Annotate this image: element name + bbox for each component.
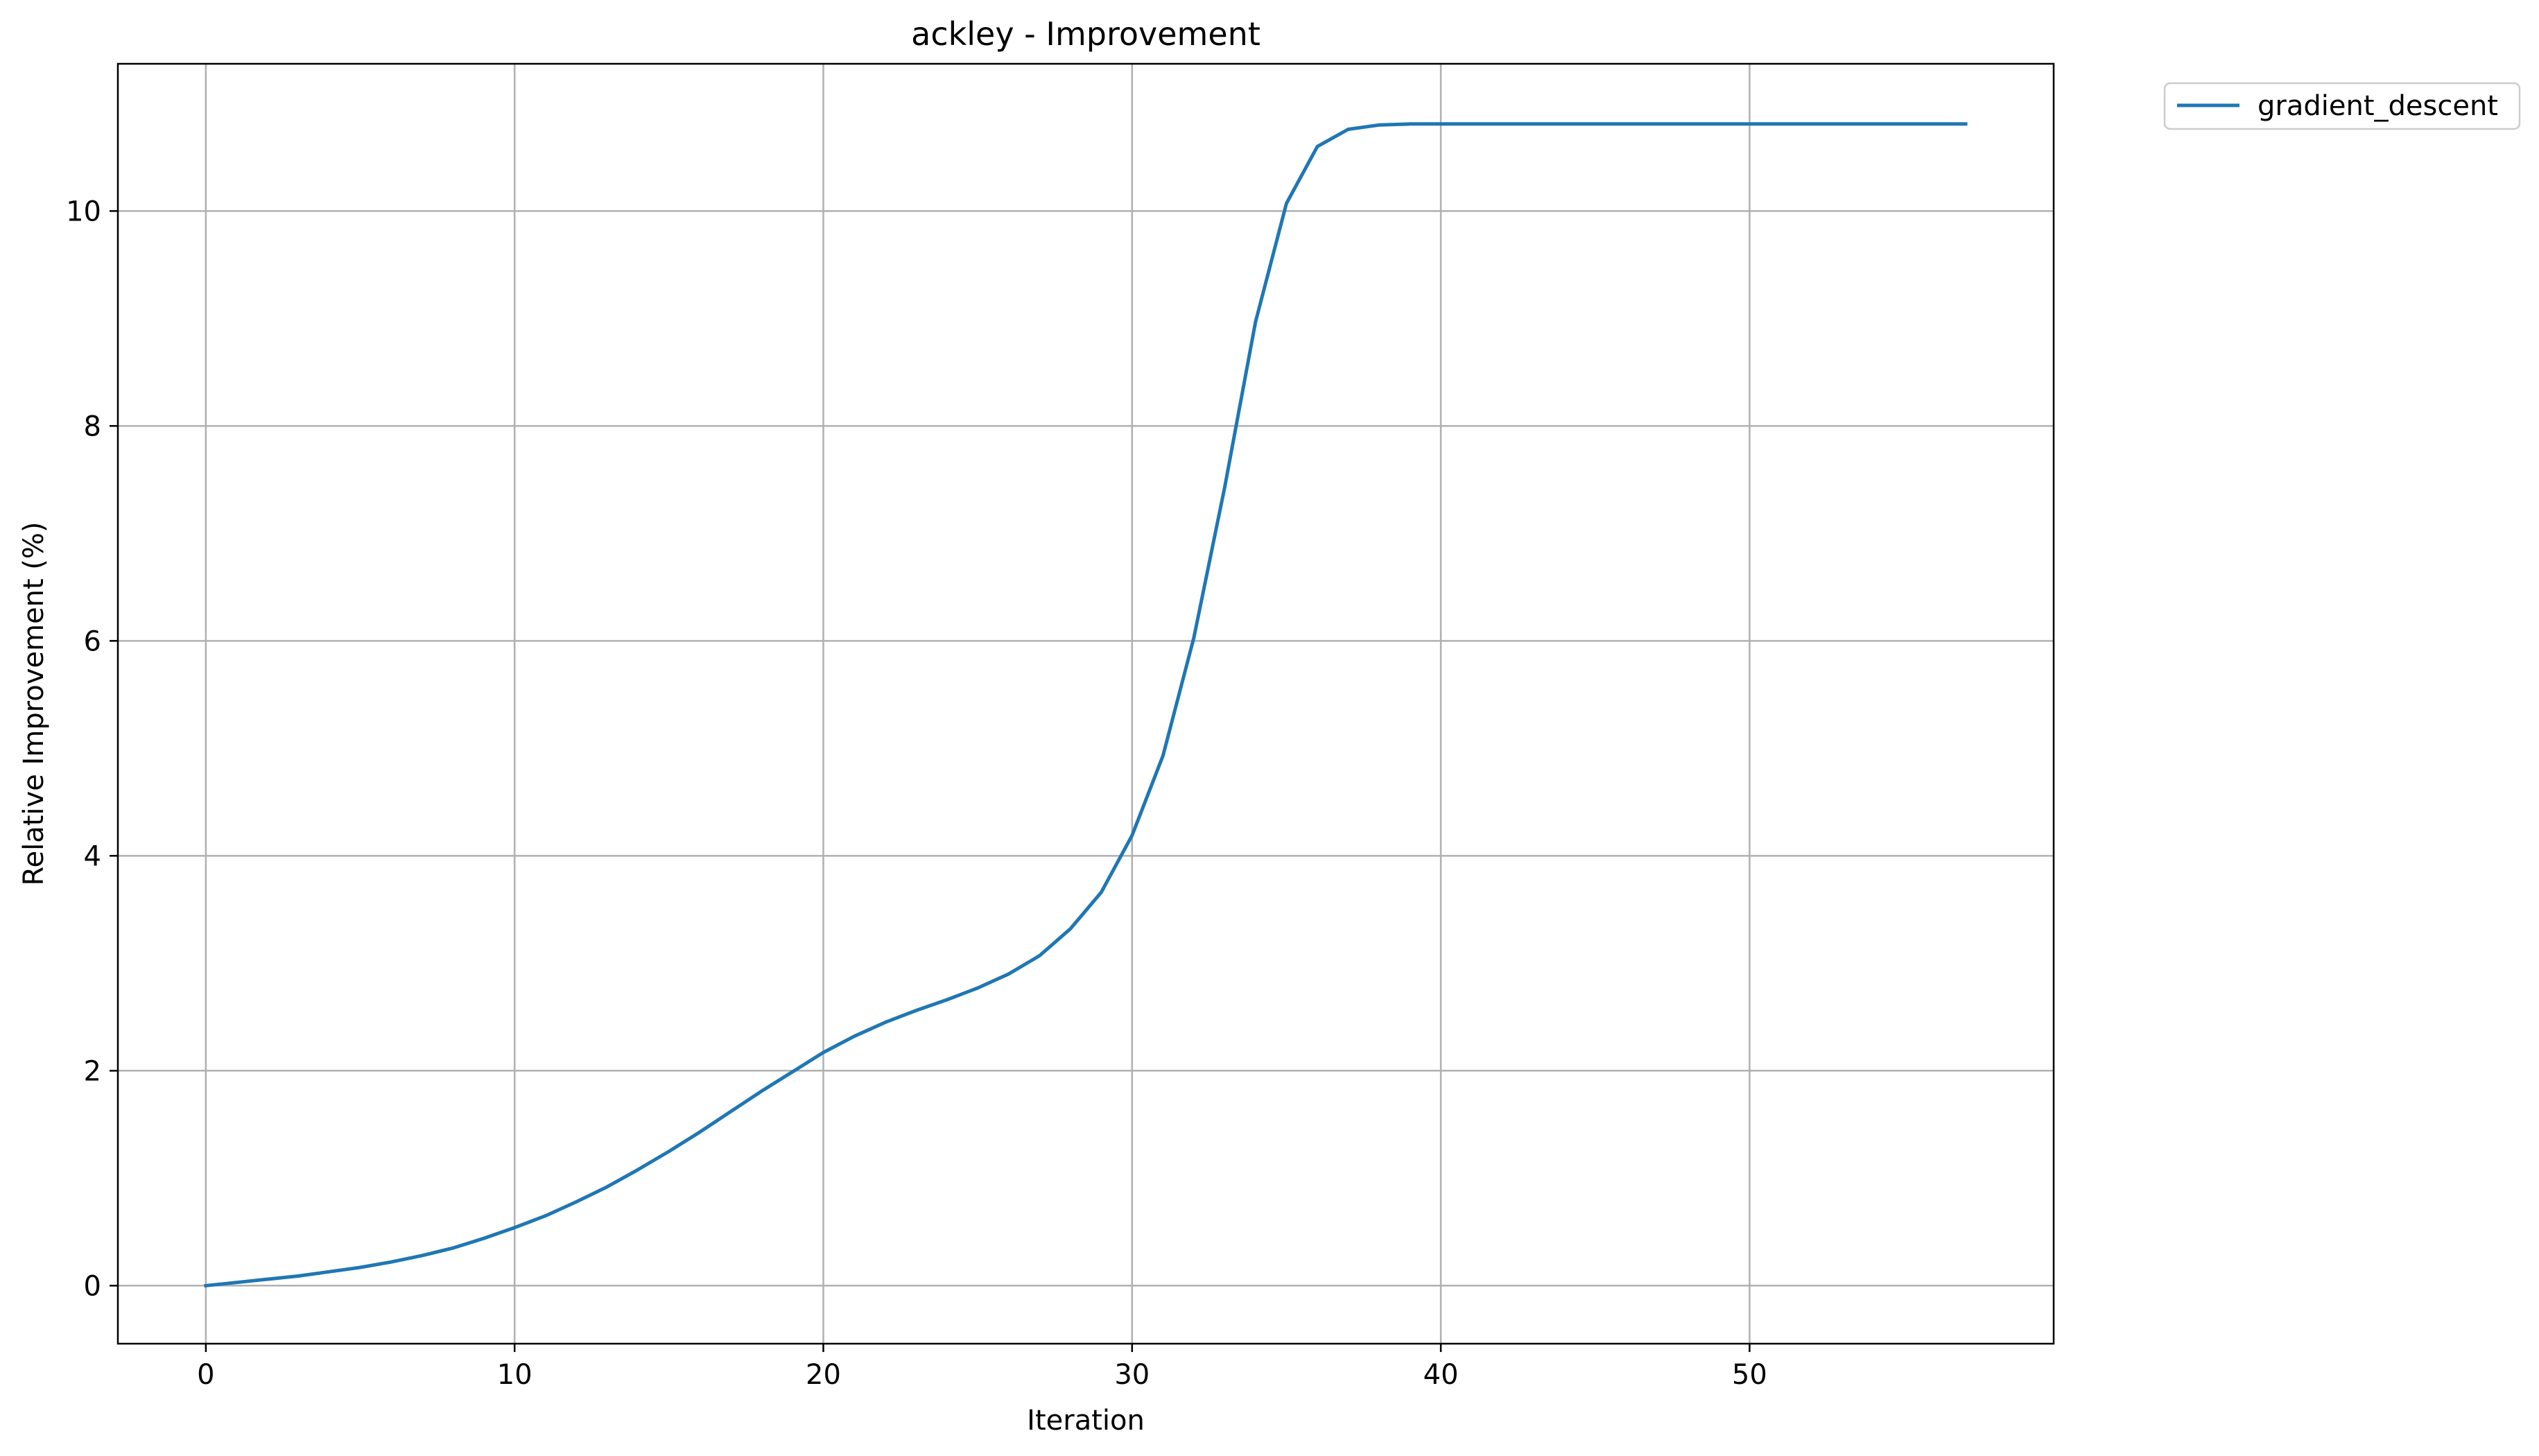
y-tick-label: 10	[66, 196, 101, 227]
chart-title: ackley - Improvement	[911, 15, 1260, 53]
ticks: 0 10 20 30 40 50 0 2 4 6 8 10	[66, 196, 1767, 1391]
x-axis-label: Iteration	[1027, 1405, 1145, 1437]
legend: gradient_descent	[2163, 82, 2521, 130]
y-tick-label: 2	[84, 1055, 101, 1087]
y-tick-label: 8	[84, 410, 101, 442]
x-tick-label: 10	[497, 1359, 532, 1391]
y-axis-label: Relative Improvement (%)	[18, 521, 50, 885]
x-tick-label: 40	[1423, 1359, 1459, 1391]
x-tick-label: 20	[806, 1359, 841, 1391]
y-tick-label: 0	[84, 1270, 101, 1302]
series-layer	[204, 122, 1968, 1288]
series-line-gradient-descent	[204, 122, 1968, 1288]
x-tick-label: 50	[1732, 1359, 1767, 1391]
plot-frame	[116, 62, 2055, 1345]
y-tick-label: 4	[84, 840, 101, 872]
legend-label-gradient-descent: gradient_descent	[2258, 90, 2498, 122]
x-tick-label: 30	[1114, 1359, 1150, 1391]
legend-box	[2163, 82, 2521, 130]
y-tick-label: 6	[84, 625, 101, 657]
x-tick-label: 0	[197, 1359, 214, 1391]
grid	[118, 64, 2054, 1344]
